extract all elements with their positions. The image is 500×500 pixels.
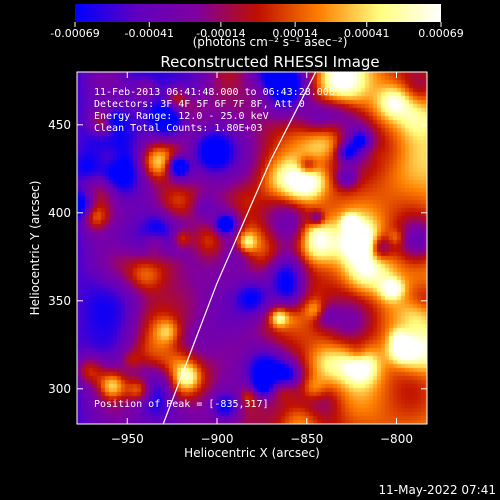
x-tick-label: −900 xyxy=(201,432,234,446)
colorbar xyxy=(75,4,441,22)
y-tick-label: 450 xyxy=(48,118,71,132)
y-tick-label: 400 xyxy=(48,206,71,220)
plot-frame xyxy=(76,71,428,425)
peak-annotation: Position of Peak = [-835,317] xyxy=(94,399,269,410)
y-tick-label: 300 xyxy=(48,382,71,396)
heatmap-image xyxy=(77,72,427,424)
x-tick-label: −800 xyxy=(380,432,413,446)
colorbar-tick-label: -0.00014 xyxy=(196,27,245,40)
colorbar-units: (photons cm⁻² s⁻¹ asec⁻²) xyxy=(193,35,348,49)
colorbar-ticks: -0.00069 -0.00041 -0.00014 0.00014 0.00041 0.… xyxy=(50,22,464,40)
solar-limb-line xyxy=(162,71,317,425)
footer-timestamp: 11-May-2022 07:41 xyxy=(379,483,496,497)
x-tick-label: −850 xyxy=(290,432,323,446)
method-annotation: Clean Total Counts: 1.80E+03 xyxy=(94,123,263,134)
x-axis-label: Heliocentric X (arcsec) xyxy=(184,446,320,460)
colorbar-tick-label: 0.00014 xyxy=(272,27,318,40)
energy-annotation: Energy Range: 12.0 - 25.0 keV xyxy=(94,111,269,122)
colorbar-tick-label: -0.00041 xyxy=(125,27,174,40)
chart-title: Reconstructed RHESSI Image xyxy=(160,53,379,71)
y-tick-label: 350 xyxy=(48,294,71,308)
axis-ticks: −950 −900 −850 −800 300 350 400 450 xyxy=(48,72,427,446)
y-axis-label: Heliocentric Y (arcsec) xyxy=(28,181,42,316)
detectors-annotation: Detectors: 3F 4F 5F 6F 7F 8F, Att 0 xyxy=(94,99,305,110)
x-tick-label: −950 xyxy=(111,432,144,446)
colorbar-tick-label: -0.00069 xyxy=(50,27,99,40)
time-range-annotation: 11-Feb-2013 06:41:48.000 to 06:43:28.000 xyxy=(94,87,335,98)
colorbar-tick-label: 0.00041 xyxy=(344,27,390,40)
colorbar-tick-label: 0.00069 xyxy=(418,27,464,40)
